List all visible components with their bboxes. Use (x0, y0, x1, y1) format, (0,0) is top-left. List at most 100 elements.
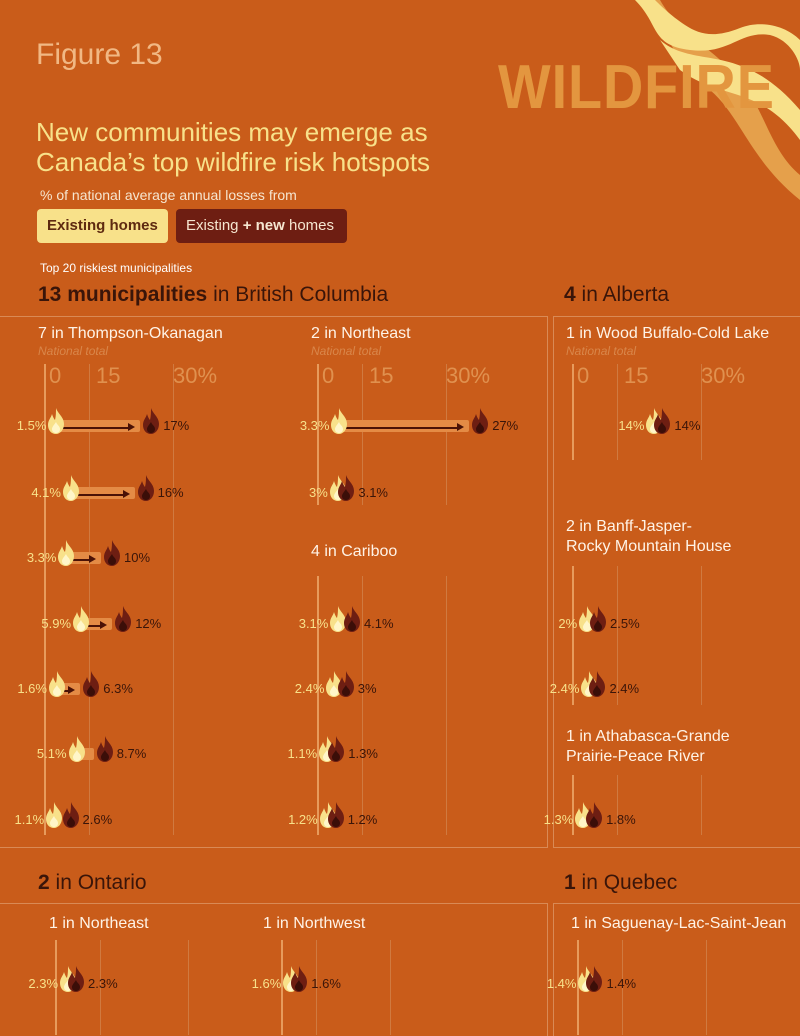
existing-homes-marker (48, 408, 65, 434)
existing-plus-new-homes-button[interactable]: Existing + new homes (176, 209, 347, 243)
existing-value-label: 4.1% (31, 485, 61, 500)
existing-value-label: 1.2% (288, 812, 318, 827)
region-bc-bold: 13 municipalities (38, 283, 208, 306)
tick-label: 30% (446, 363, 491, 388)
tick-label: 15 (369, 363, 394, 388)
new-label-plus: + new (242, 217, 285, 234)
new-value-label: 8.7% (116, 746, 147, 761)
gridline (701, 364, 702, 460)
new-value-label: 12% (135, 616, 162, 631)
gridline (390, 940, 391, 1035)
existing-plus-new-marker (104, 540, 120, 566)
axis-zero-line (317, 576, 319, 835)
new-value-label: 3% (357, 681, 377, 696)
gridline (701, 775, 702, 835)
new-value-label: 1.3% (348, 746, 378, 761)
axis-zero-line (317, 364, 319, 505)
gridline (706, 940, 707, 1035)
existing-homes-marker (62, 475, 79, 501)
gridline (701, 566, 702, 705)
gridline (617, 775, 618, 835)
arrow-head (68, 686, 76, 694)
title-line-1: New communities may emerge as (36, 117, 428, 147)
new-value-label: 1.6% (311, 976, 341, 991)
tick-label: 0 (577, 363, 590, 388)
axis-zero-line (572, 775, 574, 835)
national-total-label: National total (566, 344, 637, 358)
chart-title: New communities may emerge as Canada’s t… (36, 117, 456, 177)
existing-value-label: 2% (558, 616, 578, 631)
existing-value-label: 3% (309, 485, 328, 500)
arrow-head (457, 423, 465, 431)
new-value-label: 2.6% (82, 812, 113, 827)
gridline (89, 364, 90, 835)
subregion-title-line: 1 in Athabasca-Grande (566, 728, 730, 745)
axis-zero-line (572, 566, 574, 705)
new-value-label: 16% (157, 485, 184, 500)
new-label-pre: Existing (186, 217, 243, 234)
existing-value-label: 2.4% (294, 681, 325, 696)
existing-homes-marker (58, 540, 75, 566)
tick-label: 0 (322, 363, 335, 388)
arrow-head (122, 490, 130, 498)
gridline (446, 576, 447, 835)
existing-plus-new-marker (590, 606, 606, 632)
figure-label: Figure 13 (36, 38, 163, 71)
gridline (362, 576, 363, 835)
region-ab-heading: 4 in Alberta (564, 283, 669, 307)
new-value-label: 6.3% (103, 681, 133, 696)
existing-homes-marker (331, 408, 348, 434)
existing-homes-marker (73, 606, 90, 632)
wildfire-brand: WILDFIRE (498, 53, 775, 122)
region-qc-bold: 1 (564, 871, 576, 894)
existing-value-label: 3.1% (298, 616, 329, 631)
arrow-line (342, 427, 458, 429)
existing-plus-new-marker (137, 475, 154, 501)
gridline (316, 940, 317, 1035)
arrow-line (73, 494, 123, 496)
gridline (617, 566, 618, 705)
qc-bracket (553, 903, 800, 1036)
region-qc-heading: 1 in Quebec (564, 871, 677, 895)
existing-homes-button[interactable]: Existing homes (37, 209, 168, 243)
existing-plus-new-marker (291, 966, 308, 992)
gridline (188, 940, 189, 1035)
existing-plus-new-marker (68, 966, 85, 992)
connector-bar (336, 420, 470, 432)
existing-value-label: 1.1% (287, 746, 318, 761)
subregion-title-line: Prairie-Peace River (566, 748, 705, 765)
axis-zero-line (572, 364, 574, 460)
gridline (362, 364, 363, 505)
subregion-title: 1 in Saguenay-Lac-Saint-Jean (571, 915, 787, 932)
subregion-title: 4 in Cariboo (311, 543, 398, 560)
new-value-label: 1.8% (606, 812, 636, 827)
subregion-title-line: Rocky Mountain House (566, 538, 732, 555)
existing-homes-marker (48, 671, 65, 697)
existing-plus-new-marker (654, 408, 671, 434)
gridline (622, 940, 623, 1035)
existing-value-label: 14% (618, 418, 645, 433)
flame-swoosh-decoration (635, 0, 800, 200)
existing-plus-new-marker (338, 475, 355, 501)
existing-value-label: 1.5% (16, 418, 47, 433)
existing-plus-new-marker (337, 671, 354, 697)
existing-value-label: 1.3% (543, 812, 574, 827)
tick-label: 15 (624, 363, 649, 388)
region-ab-bold: 4 (564, 283, 576, 306)
new-value-label: 17% (163, 418, 190, 433)
axis-zero-line (281, 940, 283, 1035)
arrow-line (84, 625, 101, 627)
existing-value-label: 1.4% (546, 976, 577, 991)
region-bc-heading: 13 municipalities in British Columbia (38, 283, 388, 307)
existing-plus-new-marker (62, 802, 79, 828)
tick-label: 30% (173, 363, 218, 388)
existing-value-label: 5.1% (36, 746, 67, 761)
gridline (446, 364, 447, 505)
gridline (173, 364, 174, 835)
region-qc-rest: in Quebec (575, 871, 678, 894)
existing-value-label: 1.1% (14, 812, 45, 827)
connector-bar (53, 420, 141, 432)
region-on-heading: 2 in Ontario (38, 871, 147, 895)
existing-plus-new-marker (589, 671, 606, 697)
existing-value-label: 2.4% (549, 681, 580, 696)
